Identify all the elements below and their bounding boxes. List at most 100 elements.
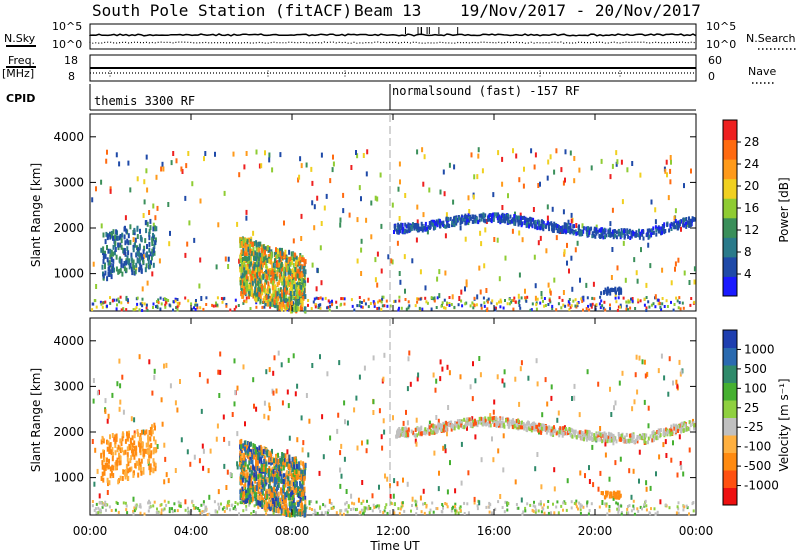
range-cell [243, 254, 246, 260]
range-cell [599, 470, 602, 476]
range-cell [526, 222, 528, 227]
range-cell [515, 419, 518, 423]
range-cell [398, 226, 401, 231]
range-cell [230, 504, 233, 507]
range-cell [446, 431, 448, 437]
range-cell [115, 298, 118, 302]
range-cell [281, 302, 284, 308]
range-cell [115, 152, 118, 158]
range-cell [215, 301, 217, 305]
range-cell [138, 458, 141, 464]
range-cell [141, 441, 144, 447]
range-cell [180, 437, 183, 443]
range-cell [320, 280, 323, 286]
range-cell [268, 499, 271, 505]
range-cell [289, 261, 292, 267]
range-cell [399, 279, 402, 285]
range-cell [289, 505, 291, 511]
range-cell [282, 494, 285, 500]
range-cell [127, 300, 130, 304]
range-cell [275, 298, 278, 304]
range-cell [139, 505, 142, 509]
range-cell [612, 495, 615, 501]
range-cell [263, 458, 266, 464]
range-cell [599, 437, 602, 442]
range-cell [586, 369, 589, 375]
range-cell [455, 509, 458, 513]
range-cell [454, 420, 457, 425]
range-cell [568, 298, 571, 301]
range-cell [670, 159, 672, 165]
range-cell [265, 369, 268, 375]
range-cell [612, 440, 615, 446]
range-cell [347, 504, 350, 508]
range-cell [274, 496, 277, 502]
range-cell [285, 298, 288, 303]
range-cell [272, 511, 275, 515]
range-cell [693, 266, 696, 272]
range-cell [626, 167, 629, 173]
range-cell [494, 308, 497, 312]
range-cell [628, 504, 631, 508]
range-cell [478, 265, 481, 271]
range-cell [268, 275, 271, 281]
range-cell [471, 396, 474, 402]
range-cell [163, 363, 165, 369]
range-cell [595, 231, 598, 236]
range-cell [446, 505, 449, 509]
range-cell [276, 262, 278, 268]
range-cell [321, 414, 324, 420]
range-cell [426, 226, 428, 231]
range-cell [497, 448, 500, 454]
range-cell [324, 511, 327, 515]
range-cell [138, 267, 141, 273]
range-cell [276, 254, 279, 259]
range-cell [281, 505, 284, 511]
range-cell [284, 498, 287, 503]
range-cell [318, 470, 321, 476]
range-cell [635, 354, 638, 360]
range-cell [448, 162, 451, 168]
range-cell [111, 251, 113, 257]
range-cell [186, 449, 189, 455]
range-cell [252, 443, 255, 449]
range-cell [168, 303, 171, 307]
range-cell [356, 507, 358, 511]
range-cell [401, 229, 404, 234]
range-cell [443, 306, 445, 310]
range-cell [259, 495, 262, 501]
range-cell [464, 286, 466, 292]
y-tick-label: 1000 [53, 267, 84, 281]
range-cell [297, 261, 300, 267]
range-cell [563, 251, 566, 257]
range-cell [147, 434, 150, 440]
range-cell [111, 392, 114, 398]
range-cell [401, 501, 404, 505]
range-cell [118, 452, 120, 458]
range-cell [398, 295, 401, 299]
range-cell [472, 194, 475, 200]
range-cell [672, 440, 674, 446]
range-cell [654, 207, 657, 213]
range-cell [104, 270, 107, 276]
range-cell [273, 507, 276, 513]
range-cell [560, 167, 563, 173]
range-cell [291, 486, 294, 491]
range-cell [277, 464, 280, 470]
range-cell [263, 260, 266, 266]
range-cell [582, 295, 585, 299]
range-cell [493, 422, 496, 427]
range-cell [187, 506, 189, 510]
range-cell [405, 307, 408, 311]
range-cell [524, 288, 526, 294]
range-cell [165, 503, 168, 507]
range-cell [293, 464, 296, 470]
range-cell [119, 455, 122, 461]
range-cell [277, 266, 279, 272]
range-cell [416, 149, 419, 155]
range-cell [424, 502, 427, 505]
range-cell [632, 504, 635, 508]
nsky-top-tick: 10^5 [52, 20, 82, 33]
range-cell [110, 509, 113, 512]
range-cell [262, 463, 265, 468]
